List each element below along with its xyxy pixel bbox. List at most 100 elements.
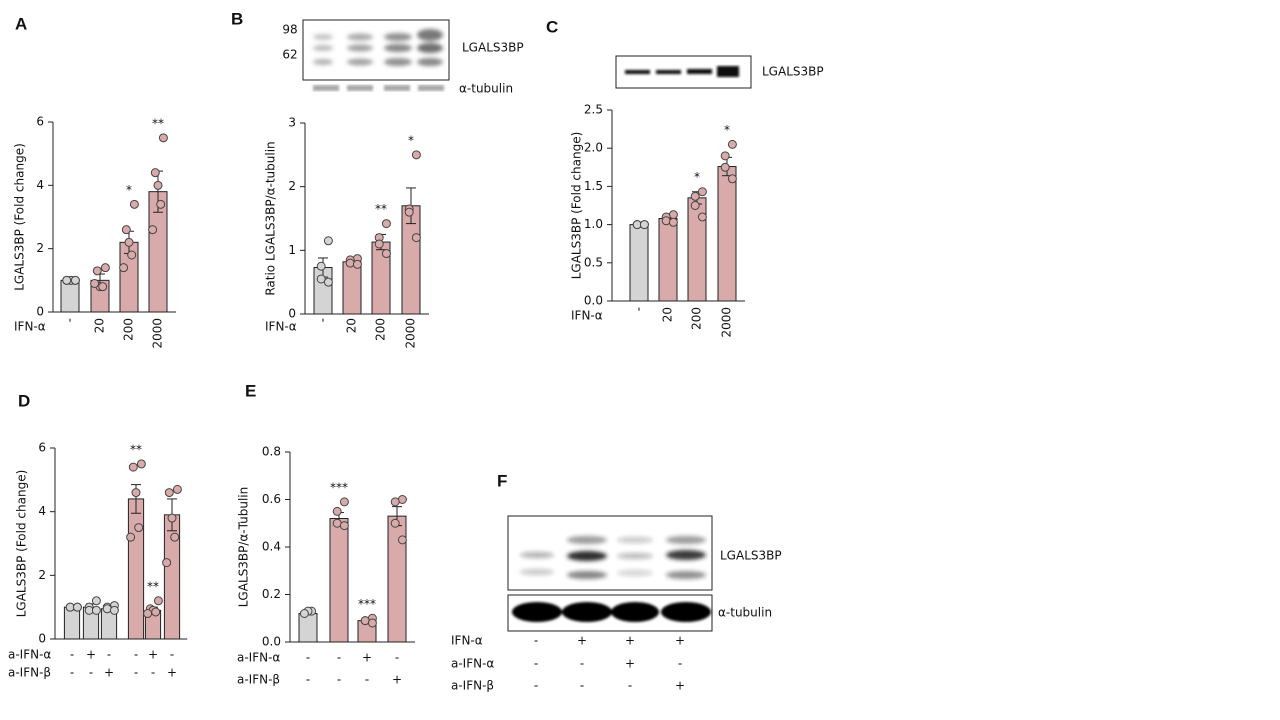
data-point	[121, 225, 131, 235]
condition-label: -	[534, 657, 538, 671]
significance: ***	[358, 597, 376, 611]
blot-b: 98 62 LGALS3BP α-tubulin	[282, 19, 524, 96]
data-point	[102, 604, 112, 614]
data-point	[316, 274, 326, 284]
bar	[387, 515, 407, 643]
significance: *	[694, 170, 700, 184]
data-point	[136, 459, 146, 469]
condition-label: -	[534, 679, 538, 693]
data-point	[323, 277, 333, 287]
band-label: LGALS3BP	[720, 549, 782, 563]
data-point	[397, 535, 407, 545]
data-point	[124, 237, 134, 247]
data-point	[151, 607, 161, 617]
band-label: LGALS3BP	[762, 65, 824, 79]
data-point	[128, 462, 138, 472]
y-axis-label: LGALS3BP (Fold change)	[13, 143, 27, 291]
y-tick-label: 4	[38, 504, 46, 518]
condition-label: -	[580, 657, 584, 671]
x-tick-label: +	[86, 648, 96, 662]
x-tick-label: -	[365, 673, 369, 687]
data-point	[91, 596, 101, 606]
condition-label: +	[577, 634, 587, 648]
x-tick-label: -	[337, 651, 341, 665]
data-point	[381, 219, 391, 229]
data-point	[661, 216, 671, 226]
significance: *	[724, 123, 730, 137]
row-label: a-IFN-β	[451, 679, 494, 693]
x-tick-label: 200	[122, 318, 136, 341]
significance: *	[408, 133, 414, 147]
condition-label: -	[580, 679, 584, 693]
x-tick-label: 2000	[404, 318, 418, 349]
data-point	[690, 201, 700, 210]
panel-label: F	[497, 471, 507, 490]
bar	[163, 514, 181, 640]
y-tick-label: 0.4	[262, 540, 281, 554]
condition-label: -	[534, 634, 538, 648]
y-tick-label: 0	[38, 632, 46, 646]
x-tick-label: +	[392, 673, 402, 687]
data-point	[126, 532, 136, 542]
significance: **	[130, 442, 142, 456]
data-point	[668, 217, 678, 227]
data-point	[153, 596, 163, 606]
y-axis-label: LGALS3BP/α-Tubulin	[237, 487, 251, 608]
bar	[342, 261, 362, 315]
x-tick-label: 2000	[720, 307, 734, 338]
row-label: IFN-α	[14, 320, 46, 334]
condition-label: +	[675, 634, 685, 648]
data-point	[339, 497, 349, 507]
significance: ***	[330, 480, 348, 494]
data-point	[158, 133, 168, 143]
y-tick-label: 2.0	[584, 141, 603, 155]
x-tick-label: -	[632, 307, 646, 311]
panel-label: A	[15, 14, 27, 33]
data-point	[316, 261, 326, 271]
y-axis-label: Ratio LGALS3BP/α-tubulin	[264, 141, 278, 295]
y-tick-label: 1.0	[584, 217, 603, 231]
row-label: a-IFN-α	[237, 651, 280, 665]
data-point	[129, 199, 139, 209]
data-point	[411, 233, 421, 243]
data-point	[390, 518, 400, 528]
row-label: a-IFN-β	[237, 673, 280, 687]
x-tick-label: -	[63, 318, 77, 322]
data-point	[92, 266, 102, 276]
blot-c: LGALS3BP	[615, 55, 824, 89]
data-point	[367, 618, 377, 628]
data-point	[164, 488, 174, 498]
row-label: a-IFN-β	[8, 666, 51, 680]
data-point	[690, 191, 700, 201]
data-point	[374, 239, 384, 249]
condition-label: -	[678, 657, 682, 671]
data-point	[109, 605, 119, 615]
row-label: a-IFN-α	[451, 657, 494, 671]
data-point	[720, 162, 730, 172]
data-point	[639, 220, 649, 230]
row-label: IFN-α	[451, 634, 483, 648]
y-axis-label: LGALS3BP (Fold change)	[15, 470, 29, 618]
data-point	[411, 150, 421, 160]
data-point	[127, 250, 137, 260]
y-axis-label: LGALS3BP (Fold change)	[570, 132, 584, 280]
x-tick-label: -	[151, 666, 155, 680]
marker-label: 62	[282, 48, 297, 62]
data-point	[727, 139, 737, 149]
band-label: LGALS3BP	[462, 41, 524, 55]
x-tick-label: +	[362, 651, 372, 665]
y-tick-label: 0.2	[262, 587, 281, 601]
y-tick-label: 1.5	[584, 179, 603, 193]
bar	[63, 606, 81, 640]
data-point	[150, 168, 160, 178]
condition-label: +	[675, 679, 685, 693]
marker-label: 98	[282, 23, 297, 37]
data-point	[153, 180, 163, 190]
panel-label: C	[546, 17, 558, 36]
y-tick-label: 0.8	[262, 445, 281, 459]
bar	[127, 498, 145, 640]
x-tick-label: 20	[345, 318, 359, 333]
data-point	[70, 275, 80, 285]
data-point	[98, 282, 108, 292]
